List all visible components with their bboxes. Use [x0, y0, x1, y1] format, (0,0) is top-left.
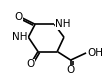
Text: OH: OH [87, 48, 103, 58]
Text: O: O [67, 65, 75, 75]
Text: O: O [26, 59, 34, 69]
Text: NH: NH [12, 32, 27, 42]
Text: O: O [15, 12, 23, 22]
Text: NH: NH [55, 19, 71, 29]
